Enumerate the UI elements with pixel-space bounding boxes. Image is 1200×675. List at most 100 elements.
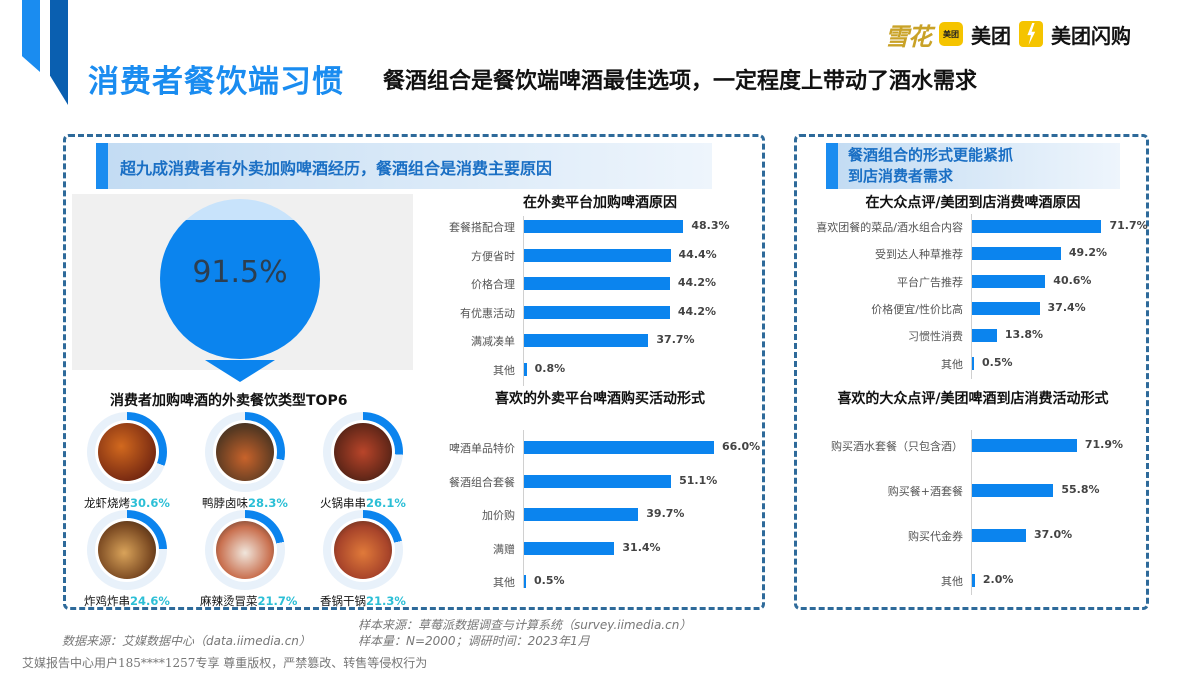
bar-row: 其他 0.5%	[435, 574, 765, 589]
bar-category-label: 其他	[493, 364, 515, 377]
food-type-name: 麻辣烫冒菜	[200, 594, 258, 608]
bar	[524, 575, 526, 588]
food-type-item: 鸭脖卤味28.3%	[200, 412, 290, 511]
chart-title: 在大众点评/美团到店消费啤酒原因	[865, 195, 1081, 211]
bar-category-label: 啤酒单品特价	[449, 442, 515, 455]
bar-category-label: 其他	[941, 357, 963, 371]
bar-value-label: 31.4%	[622, 540, 661, 554]
bar-category-label: 其他	[941, 575, 963, 588]
bar-value-label: 49.2%	[1068, 246, 1107, 260]
food-type-percent: 21.3%	[366, 594, 406, 608]
bar-row: 其他 0.5%	[798, 356, 1148, 371]
bar-chart-instore-promo-forms: 喜欢的大众点评/美团啤酒到店消费活动形式 购买酒水套餐（只包含酒） 71.9% 购买餐…	[798, 388, 1148, 598]
bar-category-label: 平台广告推荐	[897, 275, 963, 289]
decor-stripe-light	[22, 0, 40, 72]
meituan-logo-icon: 美团	[939, 22, 963, 46]
bar-value-label: 71.7%	[1109, 219, 1148, 232]
bar-row: 有优惠活动 44.2%	[435, 304, 765, 320]
bar-value-label: 0.5%	[534, 574, 565, 587]
sample-source: 样本来源：草莓派数据调查与计算系统（survey.iimedia.cn）	[358, 618, 692, 632]
bar-chart-delivery-reasons: 在外卖平台加购啤酒原因 套餐搭配合理 48.3% 方便省时 44.4% 价格合理 44.2%…	[435, 192, 765, 386]
bar-row: 喜欢团餐的菜品/酒水组合内容 71.7%	[798, 219, 1148, 234]
bar	[972, 220, 1102, 233]
chart-axis	[523, 430, 524, 588]
bar	[972, 439, 1077, 452]
food-type-label: 麻辣烫冒菜21.7%	[200, 593, 297, 609]
bar-row: 满赠 31.4%	[435, 540, 765, 556]
bar-row: 价格便宜/性价比高 37.4%	[798, 300, 1148, 316]
food-type-name: 香锅干锅	[320, 594, 367, 608]
donut-ring	[323, 510, 403, 590]
food-type-label: 火锅串串26.1%	[318, 495, 408, 511]
bar-value-label: 37.0%	[1033, 528, 1073, 541]
donut-ring	[87, 412, 167, 492]
page-title: 消费者餐饮端习惯	[88, 64, 344, 100]
bar	[524, 334, 649, 348]
bar-category-label: 有优惠活动	[460, 306, 515, 320]
big-stat-value: 91.5%	[192, 255, 288, 290]
bar	[972, 574, 975, 587]
food-type-percent: 26.1%	[366, 496, 406, 510]
food-type-item: 火锅串串26.1%	[318, 412, 408, 511]
bar-value-label: 44.4%	[678, 247, 717, 261]
food-type-name: 鸭脖卤味	[202, 496, 249, 510]
food-type-name: 火锅串串	[320, 496, 367, 510]
bar-category-label: 购买代金券	[908, 530, 963, 543]
bar-row: 其他 0.8%	[435, 362, 765, 377]
bar-row: 加价购 39.7%	[435, 507, 765, 522]
food-type-label: 香锅干锅21.3%	[318, 593, 408, 609]
left-panel-frame	[63, 134, 765, 610]
bar-category-label: 价格合理	[471, 278, 515, 292]
bar-category-label: 受到达人种草推荐	[875, 248, 963, 262]
bar-row: 受到达人种草推荐 49.2%	[798, 246, 1148, 262]
bar	[972, 356, 974, 370]
right-section-heading: 餐酒组合的形式更能紧抓 到店消费者需求	[826, 143, 1120, 189]
bar	[524, 305, 670, 319]
bar-row: 其他 2.0%	[798, 573, 1148, 588]
bar-value-label: 48.3%	[691, 219, 730, 232]
food-type-label: 炸鸡炸串24.6%	[82, 593, 172, 609]
bar-category-label: 其他	[493, 576, 515, 589]
food-photo	[98, 423, 156, 481]
right-heading-line1: 餐酒组合的形式更能紧抓	[848, 146, 1014, 164]
bar-row: 购买餐+酒套餐 55.8%	[798, 483, 1148, 498]
bar-row: 套餐搭配合理 48.3%	[435, 219, 765, 234]
chart-title: 喜欢的大众点评/美团啤酒到店消费活动形式	[837, 391, 1109, 407]
food-type-percent: 24.6%	[130, 594, 170, 608]
right-panel-frame	[794, 134, 1149, 610]
food-type-item: 炸鸡炸串24.6%	[82, 510, 172, 609]
page-subtitle: 餐酒组合是餐饮端啤酒最佳选项，一定程度上带动了酒水需求	[383, 69, 978, 94]
bar	[972, 484, 1054, 497]
left-section-heading: 超九成消费者有外卖加购啤酒经历，餐酒组合是消费主要原因	[96, 143, 712, 189]
sample-note: 样本来源：草莓派数据调查与计算系统（survey.iimedia.cn） 样本量…	[358, 617, 691, 649]
bar-value-label: 44.2%	[677, 304, 717, 318]
brand-logos: 雪花 美团 美团 美团闪购	[885, 18, 1131, 51]
copyright-note: 艾媒报告中心用户185****1257专享 尊重版权，严禁篡改、转售等侵权行为	[22, 656, 428, 670]
bar-category-label: 满减凑单	[471, 335, 515, 349]
bar	[524, 248, 671, 262]
bar	[972, 529, 1026, 542]
bar-value-label: 51.1%	[679, 473, 718, 487]
food-type-item: 麻辣烫冒菜21.7%	[200, 510, 297, 609]
big-stat-circle: 91.5%	[160, 199, 320, 359]
donut-ring	[323, 412, 403, 492]
bar	[524, 220, 684, 233]
food-type-percent: 28.3%	[248, 496, 288, 510]
right-heading-line2: 到店消费者需求	[848, 167, 954, 185]
bar	[972, 301, 1040, 315]
bar-value-label: 55.8%	[1061, 483, 1100, 496]
meituan-shangou-logo-text: 美团闪购	[1051, 23, 1131, 48]
bar-value-label: 37.4%	[1047, 300, 1086, 314]
data-source-note: 数据来源：艾媒数据中心（data.iimedia.cn）	[62, 634, 311, 648]
bar	[524, 441, 714, 454]
bar-category-label: 喜欢团餐的菜品/酒水组合内容	[816, 221, 963, 234]
bar-row: 价格合理 44.2%	[435, 276, 765, 292]
food-photo	[216, 521, 274, 579]
bar-category-label: 餐酒组合套餐	[449, 475, 515, 489]
bar	[972, 247, 1061, 261]
bar	[524, 474, 672, 488]
bar-category-label: 方便省时	[471, 249, 515, 263]
left-section-heading-text: 超九成消费者有外卖加购啤酒经历，餐酒组合是消费主要原因	[120, 159, 553, 178]
donut-ring	[205, 412, 285, 492]
bar	[972, 329, 997, 343]
